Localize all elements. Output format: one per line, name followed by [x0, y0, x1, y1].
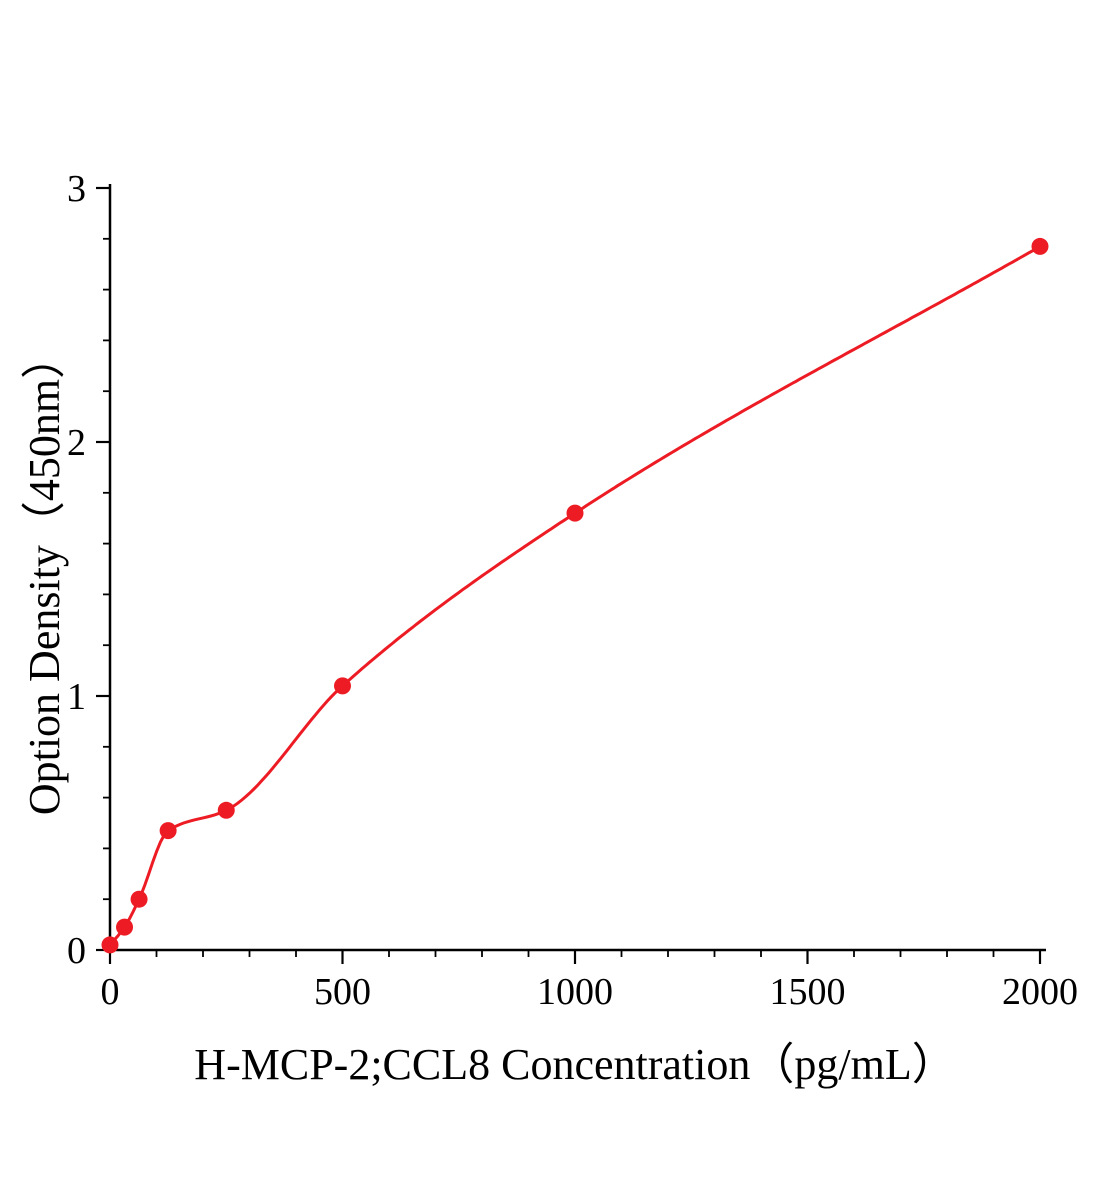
data-point-marker	[1031, 237, 1049, 255]
data-point-marker	[101, 936, 119, 954]
data-point-marker	[566, 504, 584, 522]
y-tick-label: 2	[67, 422, 86, 464]
y-tick-label: 3	[67, 168, 86, 210]
data-point-marker	[217, 801, 235, 819]
data-point-marker	[116, 918, 134, 936]
y-tick-label: 1	[67, 676, 86, 718]
y-tick-label: 0	[67, 930, 86, 972]
x-tick-label: 1000	[537, 971, 613, 1013]
data-point-marker	[159, 822, 177, 840]
y-axis-title: Option Density（450nm）	[20, 334, 69, 816]
x-tick-label: 2000	[1002, 971, 1078, 1013]
standard-curve-line	[108, 244, 1042, 947]
data-point-marker	[130, 890, 148, 908]
x-tick-label: 500	[314, 971, 371, 1013]
x-tick-label: 0	[101, 971, 120, 1013]
x-axis-title: H-MCP-2;CCL8 Concentration（pg/mL）	[194, 1040, 956, 1089]
x-tick-label: 1500	[770, 971, 846, 1013]
data-point-marker	[334, 677, 351, 695]
